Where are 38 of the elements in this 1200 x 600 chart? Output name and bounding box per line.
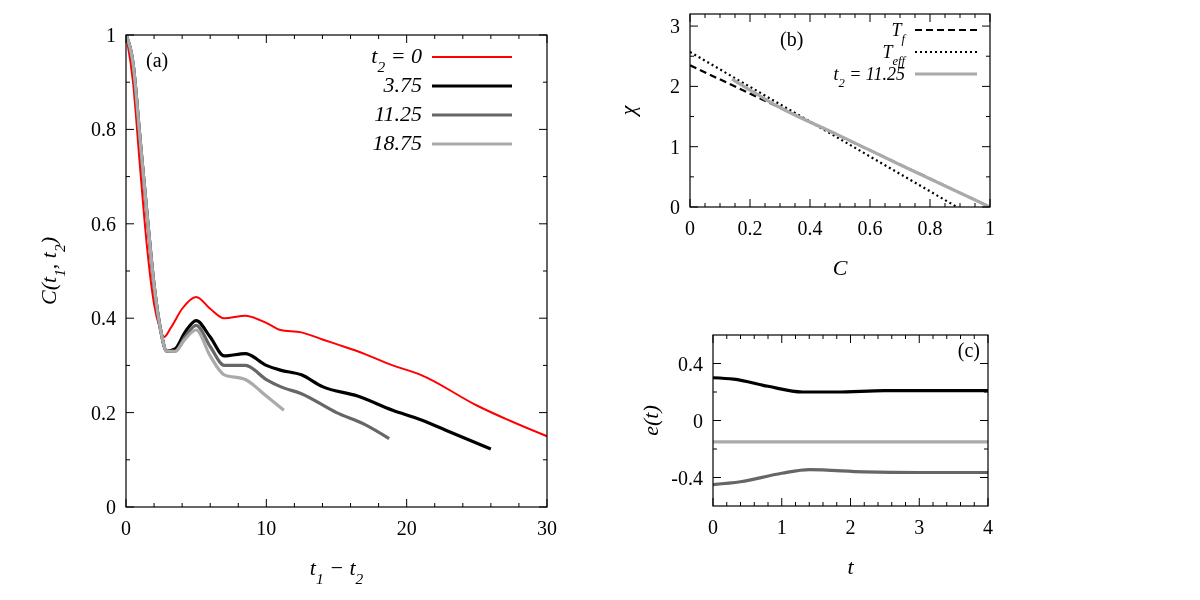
x-tick-label: 0.8: [917, 217, 943, 239]
y-axis-title: χ: [615, 104, 640, 118]
x-axis-title: C: [832, 255, 848, 280]
x-tick-label: 0: [708, 516, 718, 538]
x-tick-label: 1: [776, 516, 787, 538]
y-tick-label: 0: [670, 196, 680, 218]
y-tick-label: 2: [670, 75, 680, 98]
x-tick-label: 3: [914, 516, 925, 538]
y-tick-label: 1: [106, 24, 116, 46]
annotation: (a): [146, 49, 169, 72]
y-tick-label: 0.4: [678, 352, 703, 375]
x-tick-label: 2: [845, 516, 856, 538]
legend-label: t$_{2}$ = 0: [371, 43, 422, 75]
x-tick-label: 20: [396, 517, 417, 539]
annotation: (b): [780, 28, 804, 51]
y-tick-label: 0: [106, 496, 116, 518]
x-tick-label: 0: [121, 517, 131, 539]
legend-label: 3.75: [382, 72, 422, 97]
y-tick-label: 3: [670, 15, 680, 38]
legend-label: 18.75: [372, 130, 422, 155]
y-tick-label: 0.8: [91, 118, 116, 141]
x-tick-label: 0.4: [797, 217, 823, 239]
legend-label: 11.25: [374, 101, 422, 126]
x-tick-label: 10: [256, 517, 277, 539]
y-tick-label: 1: [670, 135, 680, 158]
x-tick-label: 4: [983, 516, 993, 538]
y-axis-title: e(t): [638, 405, 663, 436]
x-axis-title: t$_{1}$ − t$_{2}$: [309, 555, 364, 587]
x-tick-label: 0.2: [737, 217, 763, 239]
annotation: (c): [957, 339, 980, 362]
x-tick-label: 1: [985, 217, 995, 239]
y-tick-label: -0.4: [671, 466, 703, 489]
x-tick-label: 30: [537, 517, 557, 539]
x-axis-title: t: [847, 554, 855, 579]
y-tick-label: 0.4: [91, 307, 116, 330]
x-tick-label: 0.6: [857, 217, 883, 239]
y-tick-label: 0.2: [91, 401, 116, 424]
y-tick-label: 0: [693, 409, 703, 432]
